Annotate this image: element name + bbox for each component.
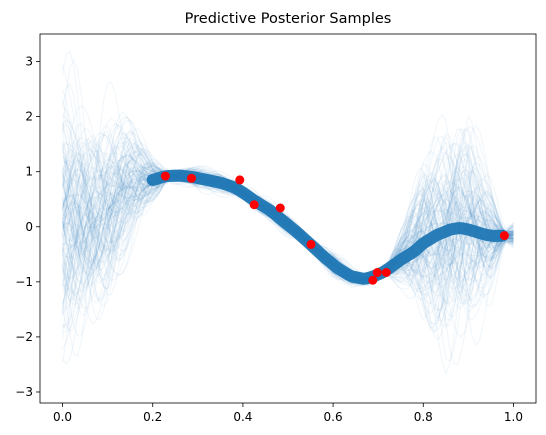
x-tick-label: 0.2 <box>143 410 162 424</box>
sample-line <box>62 141 514 282</box>
mean-band <box>146 169 509 285</box>
observation-point <box>160 171 170 181</box>
y-axis: −3 −2 −1 0 1 2 3 <box>15 55 40 399</box>
y-tick-label: −3 <box>15 385 33 399</box>
x-tick-label: 0.4 <box>233 410 252 424</box>
observation-point <box>381 268 391 277</box>
sample-line <box>62 175 514 327</box>
observations <box>160 171 509 285</box>
x-tick-label: 0.6 <box>324 410 343 424</box>
observation-point <box>306 239 316 249</box>
observation-point <box>187 173 196 183</box>
sample-line <box>61 113 514 303</box>
sample-line <box>61 99 514 279</box>
y-tick-label: −1 <box>15 275 33 289</box>
x-tick-label: 1.0 <box>504 410 523 424</box>
y-tick-label: 3 <box>25 55 33 69</box>
observation-point <box>372 268 382 277</box>
plot-frame <box>39 33 537 404</box>
observation-point <box>499 231 509 241</box>
x-axis: 0.0 0.2 0.4 0.6 0.8 1.0 <box>53 403 523 424</box>
y-tick-label: 1 <box>25 165 33 179</box>
sample-line <box>61 140 514 305</box>
sample-line <box>61 144 514 284</box>
sample-line <box>62 144 514 312</box>
sample-line <box>61 169 514 340</box>
observation-point <box>235 175 245 185</box>
x-tick-label: 0.0 <box>53 410 72 424</box>
sample-line <box>61 154 514 305</box>
observation-point <box>249 200 259 210</box>
observation-point <box>368 275 378 285</box>
y-tick-label: −2 <box>15 330 33 344</box>
sample-line <box>61 171 514 295</box>
observation-point <box>275 203 285 213</box>
y-tick-label: 0 <box>25 220 33 234</box>
posterior-mean-band <box>146 169 509 285</box>
y-tick-label: 2 <box>25 110 33 124</box>
x-tick-label: 0.8 <box>414 410 433 424</box>
chart-title: Predictive Posterior Samples <box>185 11 392 27</box>
sample-line <box>61 127 514 285</box>
